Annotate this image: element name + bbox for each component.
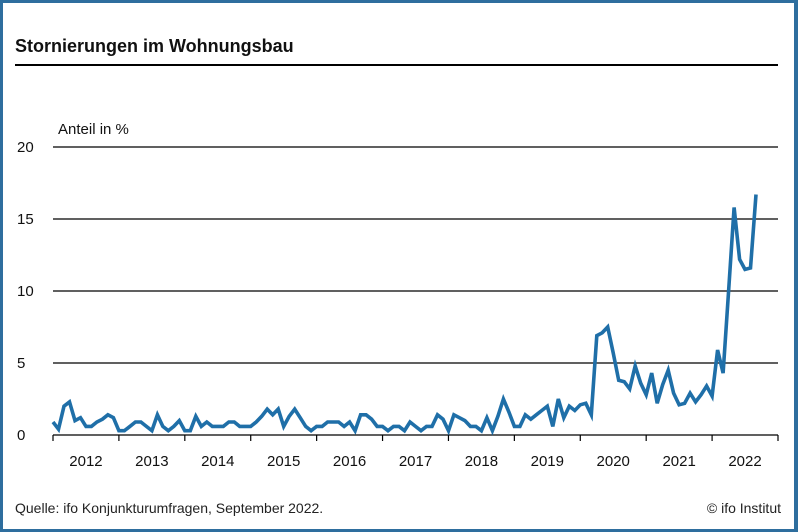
y-axis-tick-labels: 0 5 10 15 20 — [17, 139, 34, 444]
x-tick-label-2013: 2013 — [135, 453, 168, 470]
gridlines — [53, 146, 778, 364]
x-tick-label-2021: 2021 — [662, 453, 695, 470]
x-axis-tick-labels: 2012 2013 2014 2015 2016 2017 2018 2019 2020 2021… — [69, 453, 761, 470]
title-divider — [15, 64, 778, 66]
y-tick-label-5: 5 — [17, 355, 25, 372]
x-tick-label-2012: 2012 — [69, 453, 102, 470]
y-tick-label-20: 20 — [17, 139, 34, 156]
chart-title: Stornierungen im Wohnungsbau — [15, 36, 294, 56]
x-tick-label-2014: 2014 — [201, 453, 234, 470]
x-tick-label-2022: 2022 — [728, 453, 761, 470]
series-group — [51, 194, 758, 436]
source-note: Quelle: ifo Konjunkturumfragen, Septembe… — [15, 500, 324, 516]
x-tick-label-2020: 2020 — [597, 453, 630, 470]
x-tick-label-2018: 2018 — [465, 453, 498, 470]
y-tick-label-15: 15 — [17, 211, 34, 228]
series-line-0 — [51, 194, 758, 436]
x-tick-label-2019: 2019 — [531, 453, 564, 470]
y-axis-title: Anteil in % — [58, 121, 129, 138]
x-tick-label-2015: 2015 — [267, 453, 300, 470]
y-tick-label-10: 10 — [17, 283, 34, 300]
x-tick-label-2017: 2017 — [399, 453, 432, 470]
x-tick-label-2016: 2016 — [333, 453, 366, 470]
copyright-note: © ifo Institut — [706, 500, 781, 516]
y-tick-label-0: 0 — [17, 427, 25, 444]
x-axis — [52, 434, 779, 441]
